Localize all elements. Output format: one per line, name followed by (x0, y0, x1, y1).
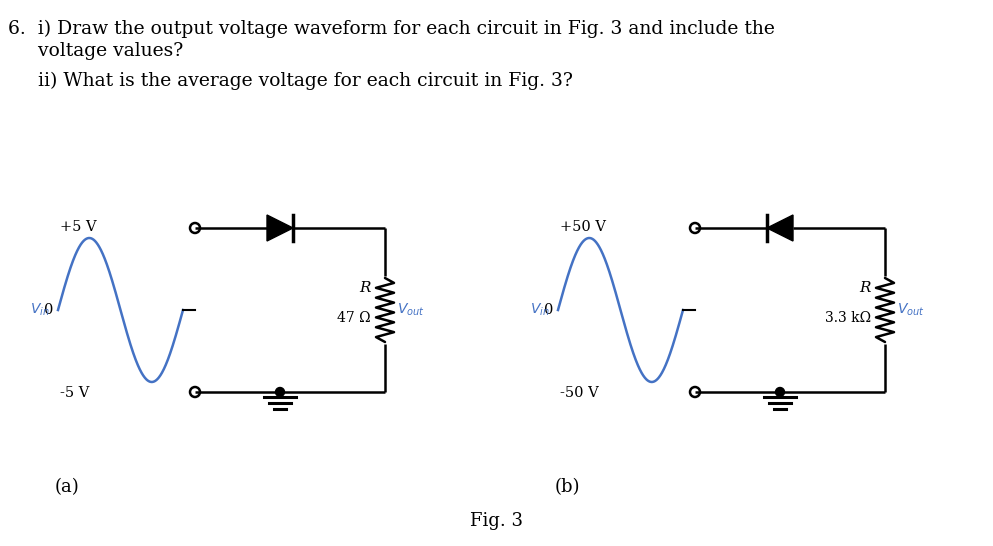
Text: +5 V: +5 V (60, 220, 96, 234)
Polygon shape (267, 215, 293, 241)
Text: Fig. 3: Fig. 3 (470, 512, 522, 530)
Text: +50 V: +50 V (560, 220, 606, 234)
Text: 6.  i) Draw the output voltage waveform for each circuit in Fig. 3 and include t: 6. i) Draw the output voltage waveform f… (8, 20, 775, 38)
Text: ii) What is the average voltage for each circuit in Fig. 3?: ii) What is the average voltage for each… (8, 72, 573, 90)
Text: $V_{in}$: $V_{in}$ (530, 302, 550, 318)
Text: $V_{out}$: $V_{out}$ (397, 302, 425, 318)
Text: R: R (860, 281, 871, 295)
Text: (b): (b) (555, 478, 581, 496)
Text: 0: 0 (44, 303, 53, 317)
Text: R: R (359, 281, 371, 295)
Text: $V_{out}$: $V_{out}$ (897, 302, 924, 318)
Polygon shape (767, 215, 793, 241)
Text: 47 Ω: 47 Ω (338, 311, 371, 325)
Circle shape (776, 388, 784, 396)
Text: (a): (a) (55, 478, 79, 496)
Text: voltage values?: voltage values? (8, 42, 184, 60)
Text: -5 V: -5 V (60, 386, 89, 400)
Text: 3.3 kΩ: 3.3 kΩ (825, 311, 871, 325)
Text: -50 V: -50 V (560, 386, 599, 400)
Text: 0: 0 (543, 303, 553, 317)
Circle shape (275, 388, 285, 396)
Text: $V_{in}$: $V_{in}$ (30, 302, 50, 318)
